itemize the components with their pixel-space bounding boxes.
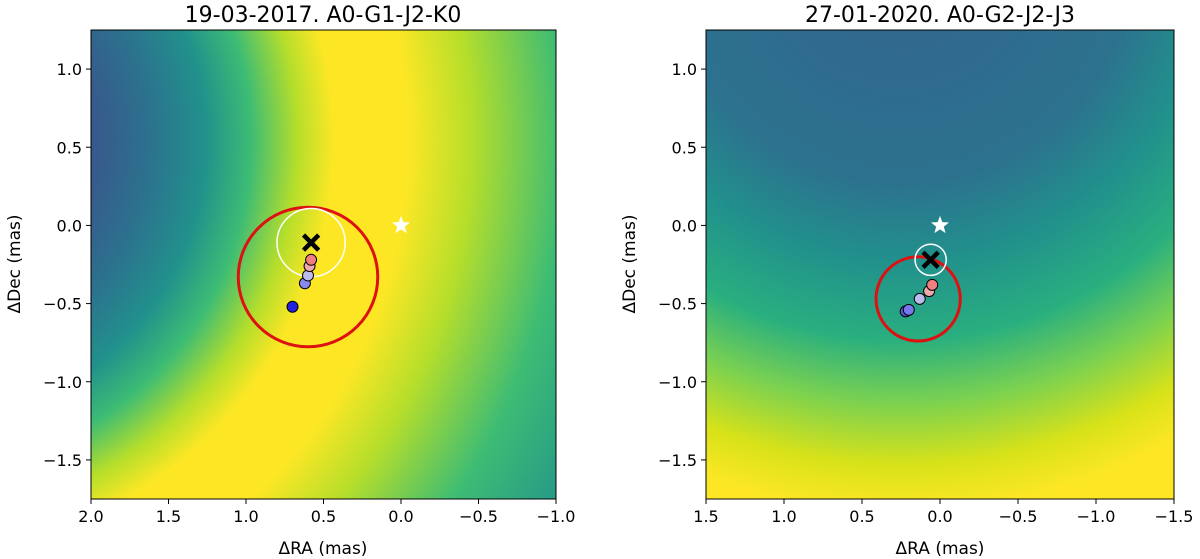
- chart-title: 27-01-2020. A0-G2-J2-J3: [805, 3, 1075, 28]
- x-axis-label: ΔRA (mas): [896, 539, 985, 559]
- best-fit-cross: [301, 233, 321, 252]
- chart-title: 19-03-2017. A0-G1-J2-K0: [185, 3, 462, 28]
- x-tick-label: 1.0: [233, 507, 258, 526]
- x-tick-label: 0.0: [388, 507, 413, 526]
- x-tick-label: 1.5: [156, 507, 181, 526]
- x-tick-label: −0.5: [459, 507, 498, 526]
- y-axis-label: ΔDec (mas): [620, 214, 640, 313]
- star-marker: [930, 215, 950, 234]
- data-point: [286, 300, 299, 313]
- data-point: [902, 303, 915, 316]
- x-tick-label: −1.0: [1077, 507, 1116, 526]
- y-axis-label: ΔDec (mas): [5, 214, 25, 313]
- y-tick-label: −1.0: [43, 373, 82, 392]
- data-point: [926, 278, 939, 291]
- x-tick-label: 1.5: [693, 507, 718, 526]
- panel-2020: 1.5 1.0 0.5 0.0 −0.5 −1.0 −1.5 1.0 0.5 0.0 −0.5 −1…: [620, 3, 1193, 559]
- y-tick-label: −1.0: [658, 373, 697, 392]
- x-tick-label: 0.0: [927, 507, 952, 526]
- y-tick-label: −1.5: [658, 451, 697, 470]
- y-tick-label: −0.5: [43, 295, 82, 314]
- white-circle: [914, 243, 947, 277]
- x-axis-label: ΔRA (mas): [279, 539, 368, 559]
- y-tick-label: 0.0: [57, 216, 82, 235]
- x-tick-label: 0.5: [311, 507, 336, 526]
- x-tick-label: −1.0: [537, 507, 576, 526]
- y-tick-label: 0.0: [672, 216, 697, 235]
- x-tick-label: 2.0: [78, 507, 103, 526]
- data-point: [305, 253, 318, 266]
- y-tick-label: 1.0: [57, 60, 82, 79]
- panel-2017: 2.0 1.5 1.0 0.5 0.0 −0.5 −1.0 1.0 0.5 0.0 −0.5 −1.…: [5, 3, 575, 559]
- star-marker: [391, 215, 411, 234]
- x-tick-label: 1.0: [771, 507, 796, 526]
- heatmap-background: [91, 30, 556, 499]
- red-circle: [874, 255, 962, 343]
- y-tick-label: 0.5: [672, 138, 697, 157]
- y-tick-label: −0.5: [658, 295, 697, 314]
- x-tick-label: −1.5: [1155, 507, 1194, 526]
- y-tick-label: 1.0: [672, 60, 697, 79]
- red-circle: [236, 205, 380, 349]
- data-point: [913, 292, 926, 305]
- x-tick-label: 0.5: [849, 507, 874, 526]
- x-tick-label: −0.5: [999, 507, 1038, 526]
- y-tick-label: 0.5: [57, 138, 82, 157]
- best-fit-cross: [921, 250, 940, 269]
- y-tick-label: −1.5: [43, 451, 82, 470]
